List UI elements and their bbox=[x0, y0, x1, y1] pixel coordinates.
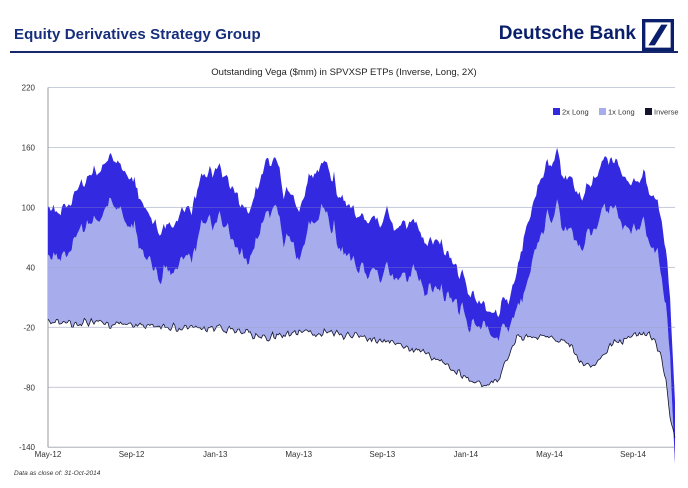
svg-text:2x Long: 2x Long bbox=[562, 108, 589, 117]
svg-text:-80: -80 bbox=[23, 383, 35, 392]
svg-text:-140: -140 bbox=[19, 443, 36, 452]
svg-text:May-14: May-14 bbox=[536, 450, 563, 459]
svg-text:40: 40 bbox=[26, 263, 35, 272]
svg-text:100: 100 bbox=[22, 203, 36, 212]
svg-text:May-12: May-12 bbox=[35, 450, 62, 459]
svg-text:220: 220 bbox=[22, 84, 36, 93]
svg-text:-20: -20 bbox=[23, 323, 35, 332]
svg-text:Jan-14: Jan-14 bbox=[454, 450, 479, 459]
svg-text:Jan-13: Jan-13 bbox=[203, 450, 228, 459]
svg-text:Inverse: Inverse bbox=[654, 108, 679, 117]
svg-text:Sep-13: Sep-13 bbox=[369, 450, 395, 459]
svg-text:May-13: May-13 bbox=[285, 450, 312, 459]
svg-text:Sep-14: Sep-14 bbox=[620, 450, 646, 459]
svg-text:160: 160 bbox=[22, 144, 36, 153]
svg-text:Sep-12: Sep-12 bbox=[119, 450, 145, 459]
svg-text:1x Long: 1x Long bbox=[608, 108, 635, 117]
